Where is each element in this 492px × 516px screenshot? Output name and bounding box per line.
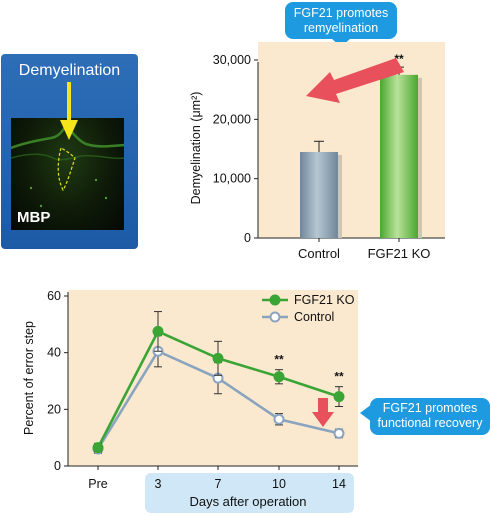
remyelination-callout: FGF21 promotes remyelination [285, 2, 397, 39]
line-y-tick-label: 40 [47, 346, 61, 360]
mbp-micrograph: MBP [11, 118, 124, 230]
fiber-dot [39, 204, 43, 208]
line-significance: ** [334, 370, 344, 384]
data-point-ko [92, 442, 104, 454]
line-y-tick-label: 20 [47, 402, 61, 416]
line-y-axis-label: Percent of error step [22, 321, 36, 435]
lesion-outline [57, 147, 76, 192]
panel-title: Demyelination [18, 62, 121, 79]
red-down-arrow-icon [312, 398, 334, 427]
data-point-ko [212, 352, 224, 364]
bar [380, 74, 418, 238]
mbp-label: MBP [17, 209, 51, 226]
callout-pointer [360, 404, 372, 422]
callout-line: FGF21 promotes [293, 6, 389, 20]
days-axis-highlight [145, 473, 354, 513]
data-point-ko [273, 371, 285, 383]
bar [300, 151, 338, 238]
bar-y-tick-label: 10,000 [213, 172, 251, 186]
line-x-tick-label: 10 [272, 477, 286, 491]
line-significance: ** [274, 353, 284, 367]
fiber-dot [94, 178, 98, 182]
data-point-ko [152, 325, 164, 337]
line-y-tick-label: 0 [54, 459, 61, 473]
bar-y-axis-label: Demyelination (μm²) [189, 92, 203, 205]
data-point-control [333, 427, 345, 439]
line-x-tick-label: 7 [215, 477, 222, 491]
data-point-control [273, 413, 285, 425]
fiber-dot [29, 186, 33, 190]
data-point-ko [333, 391, 345, 403]
legend-label: Control [294, 310, 334, 324]
bar-category-label: FGF21 KO [368, 246, 431, 261]
line-x-tick-label: 3 [155, 477, 162, 491]
callout-line: remyelination [303, 21, 379, 35]
line-x-tick-label: Pre [88, 477, 108, 491]
line-x-axis-label: Days after operation [189, 494, 306, 509]
bar-y-tick-label: 30,000 [213, 53, 251, 67]
callout-line: functional recovery [377, 416, 483, 430]
bar-y-tick-label: 0 [244, 231, 251, 245]
red-arrow-icon [306, 58, 404, 103]
legend-swatch-marker [269, 311, 281, 323]
tissue-fiber [11, 153, 124, 161]
legend-swatch-marker [269, 294, 281, 306]
line-x-tick-label: 14 [332, 477, 346, 491]
bar-significance: ** [394, 52, 404, 66]
bar-y-tick-label: 20,000 [213, 112, 251, 126]
yellow-arrow-icon [60, 82, 78, 140]
bar-category-label: Control [298, 246, 340, 261]
legend-label: FGF21 KO [294, 293, 355, 307]
recovery-callout: FGF21 promotes functional recovery [370, 398, 490, 435]
fiber-dot [104, 196, 108, 200]
line-y-tick-label: 60 [47, 289, 61, 303]
callout-line: FGF21 promotes [382, 401, 478, 415]
